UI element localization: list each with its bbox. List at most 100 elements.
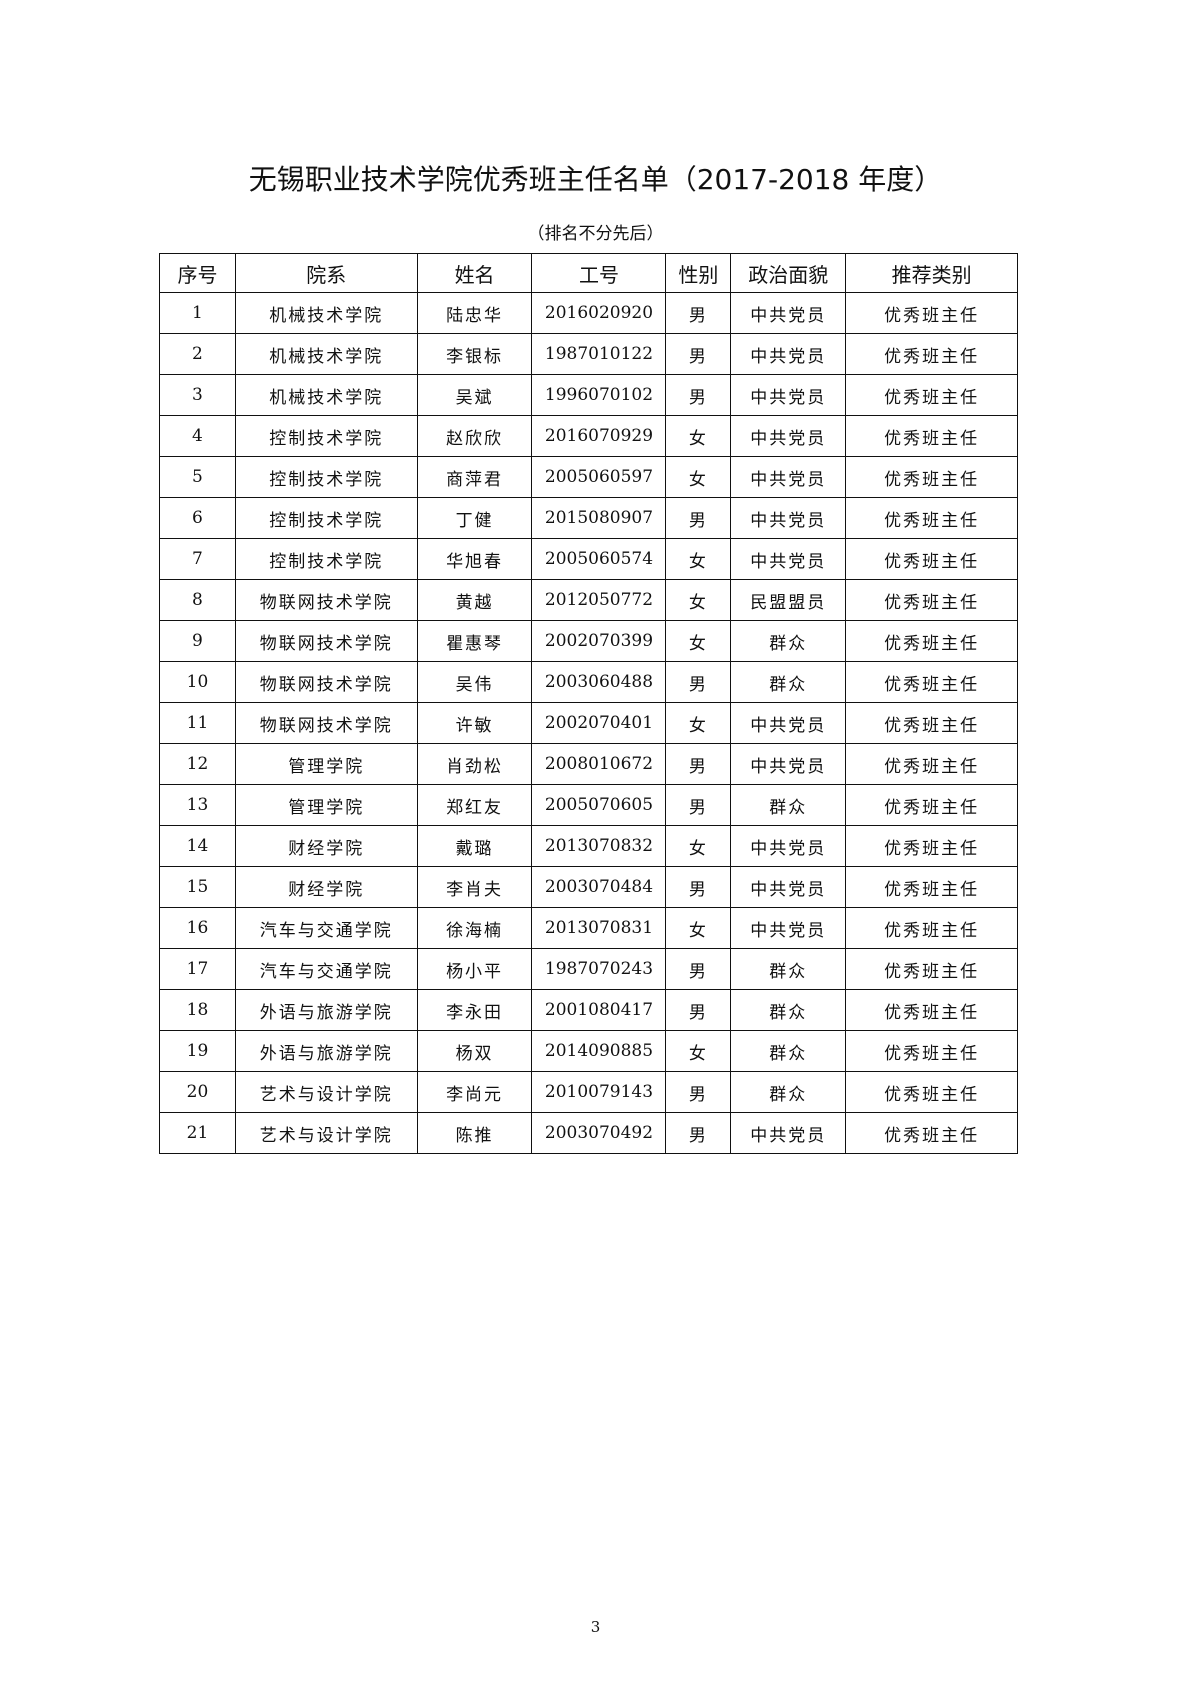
table-header-row: 序号 院系 姓名 工号 性别 政治面貌 推荐类别 <box>159 253 1018 293</box>
cell-political-status: 中共党员 <box>730 907 847 949</box>
cell-political-status: 群众 <box>730 661 847 703</box>
cell-department: 艺术与设计学院 <box>234 1112 418 1154</box>
cell-name: 李永田 <box>416 989 533 1031</box>
cell-political-status: 民盟盟员 <box>730 579 847 621</box>
cell-gender: 男 <box>665 784 732 826</box>
cell-staff-id: 2016070929 <box>531 415 667 457</box>
cell-name: 徐海楠 <box>416 907 533 949</box>
table-row: 12 管理学院 肖劲松 2008010672 男中共党员 优秀班主任 <box>159 743 1018 785</box>
cell-index: 19 <box>159 1030 236 1072</box>
cell-department: 机械技术学院 <box>234 292 418 334</box>
document-title: 无锡职业技术学院优秀班主任名单（2017-2018 年度） <box>248 163 943 196</box>
cell-political-status: 中共党员 <box>730 743 847 785</box>
cell-index: 8 <box>159 579 236 621</box>
cell-gender: 男 <box>665 497 732 539</box>
cell-name: 戴璐 <box>416 825 533 867</box>
cell-department: 机械技术学院 <box>234 333 418 375</box>
cell-staff-id: 2014090885 <box>531 1030 667 1072</box>
cell-gender: 女 <box>665 907 732 949</box>
cell-name: 黄越 <box>416 579 533 621</box>
cell-index: 9 <box>159 620 236 662</box>
column-header-staff-id: 工号 <box>531 253 667 293</box>
cell-name: 许敏 <box>416 702 533 744</box>
cell-political-status: 中共党员 <box>730 702 847 744</box>
cell-category: 优秀班主任 <box>845 784 1018 826</box>
cell-gender: 男 <box>665 292 732 334</box>
cell-gender: 男 <box>665 374 732 416</box>
cell-index: 15 <box>159 866 236 908</box>
cell-staff-id: 2005070605 <box>531 784 667 826</box>
table-row: 9 物联网技术学院 瞿惠琴 2002070399 女群众 优秀班主任 <box>159 620 1018 662</box>
cell-gender: 男 <box>665 948 732 990</box>
cell-category: 优秀班主任 <box>845 825 1018 867</box>
document-subtitle: （排名不分先后） <box>527 224 664 244</box>
cell-category: 优秀班主任 <box>845 866 1018 908</box>
cell-gender: 女 <box>665 579 732 621</box>
cell-category: 优秀班主任 <box>845 415 1018 457</box>
cell-staff-id: 2002070399 <box>531 620 667 662</box>
cell-category: 优秀班主任 <box>845 1030 1018 1072</box>
table-row: 14 财经学院 戴璐 2013070832 女中共党员 优秀班主任 <box>159 825 1018 867</box>
cell-name: 肖劲松 <box>416 743 533 785</box>
cell-gender: 女 <box>665 825 732 867</box>
cell-index: 6 <box>159 497 236 539</box>
cell-index: 17 <box>159 948 236 990</box>
table-row: 18 外语与旅游学院 李永田 2001080417 男群众 优秀班主任 <box>159 989 1018 1031</box>
cell-staff-id: 2005060574 <box>531 538 667 580</box>
cell-category: 优秀班主任 <box>845 374 1018 416</box>
cell-staff-id: 2003060488 <box>531 661 667 703</box>
cell-staff-id: 1987010122 <box>531 333 667 375</box>
column-header-department: 院系 <box>234 253 418 293</box>
cell-political-status: 群众 <box>730 1030 847 1072</box>
cell-name: 商萍君 <box>416 456 533 498</box>
cell-category: 优秀班主任 <box>845 333 1018 375</box>
table-row: 7 控制技术学院 华旭春 2005060574 女中共党员 优秀班主任 <box>159 538 1018 580</box>
table-row: 4 控制技术学院 赵欣欣 2016070929 女中共党员 优秀班主任 <box>159 415 1018 457</box>
cell-category: 优秀班主任 <box>845 989 1018 1031</box>
cell-name: 陈推 <box>416 1112 533 1154</box>
cell-political-status: 群众 <box>730 948 847 990</box>
table-row: 2 机械技术学院 李银标 1987010122 男中共党员 优秀班主任 <box>159 333 1018 375</box>
cell-index: 3 <box>159 374 236 416</box>
cell-name: 郑红友 <box>416 784 533 826</box>
cell-index: 5 <box>159 456 236 498</box>
cell-category: 优秀班主任 <box>845 579 1018 621</box>
cell-name: 李肖夫 <box>416 866 533 908</box>
cell-staff-id: 2013070831 <box>531 907 667 949</box>
cell-gender: 女 <box>665 702 732 744</box>
cell-gender: 女 <box>665 620 732 662</box>
cell-department: 物联网技术学院 <box>234 579 418 621</box>
page-number: 3 <box>590 1618 601 1636</box>
cell-index: 21 <box>159 1112 236 1154</box>
cell-political-status: 中共党员 <box>730 538 847 580</box>
head-teacher-table: 序号 院系 姓名 工号 性别 政治面貌 推荐类别 1 机械技术学院 陆忠华 2016020920 男… <box>159 253 1018 1154</box>
cell-name: 陆忠华 <box>416 292 533 334</box>
cell-category: 优秀班主任 <box>845 1071 1018 1113</box>
table-row: 15 财经学院 李肖夫 2003070484 男中共党员 优秀班主任 <box>159 866 1018 908</box>
cell-category: 优秀班主任 <box>845 292 1018 334</box>
cell-department: 外语与旅游学院 <box>234 1030 418 1072</box>
column-header-category: 推荐类别 <box>845 253 1018 293</box>
cell-department: 物联网技术学院 <box>234 702 418 744</box>
cell-index: 16 <box>159 907 236 949</box>
cell-index: 1 <box>159 292 236 334</box>
cell-staff-id: 2015080907 <box>531 497 667 539</box>
table-row: 19 外语与旅游学院 杨双 2014090885 女群众 优秀班主任 <box>159 1030 1018 1072</box>
table-row: 5 控制技术学院 商萍君 2005060597 女中共党员 优秀班主任 <box>159 456 1018 498</box>
cell-category: 优秀班主任 <box>845 702 1018 744</box>
cell-department: 汽车与交通学院 <box>234 907 418 949</box>
cell-category: 优秀班主任 <box>845 948 1018 990</box>
cell-index: 18 <box>159 989 236 1031</box>
cell-name: 华旭春 <box>416 538 533 580</box>
cell-political-status: 群众 <box>730 989 847 1031</box>
cell-index: 4 <box>159 415 236 457</box>
cell-department: 物联网技术学院 <box>234 661 418 703</box>
cell-department: 管理学院 <box>234 743 418 785</box>
cell-name: 杨小平 <box>416 948 533 990</box>
cell-index: 2 <box>159 333 236 375</box>
cell-index: 11 <box>159 702 236 744</box>
cell-political-status: 中共党员 <box>730 497 847 539</box>
table-row: 3 机械技术学院 吴斌 1996070102 男中共党员 优秀班主任 <box>159 374 1018 416</box>
cell-department: 控制技术学院 <box>234 456 418 498</box>
cell-gender: 男 <box>665 743 732 785</box>
